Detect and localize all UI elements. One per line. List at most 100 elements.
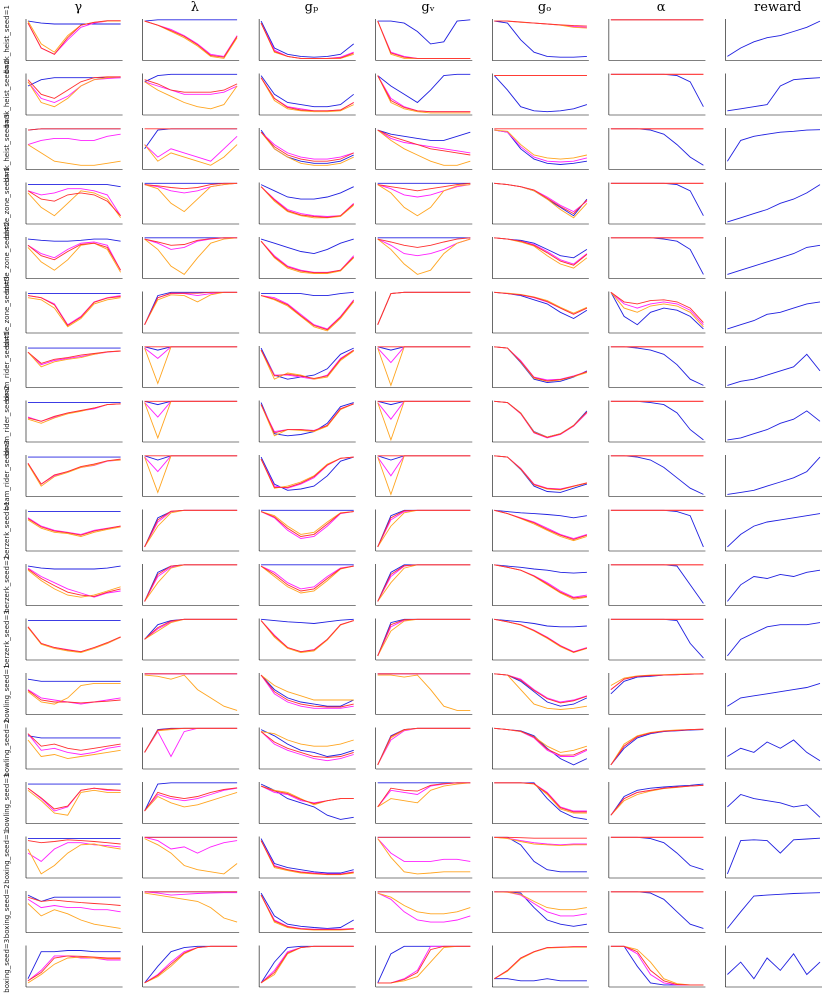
series-line xyxy=(377,182,471,192)
series-line xyxy=(27,190,121,217)
series-line xyxy=(610,673,704,695)
series-line xyxy=(610,73,704,107)
series-line xyxy=(377,727,471,766)
series-line xyxy=(144,346,238,359)
series-line xyxy=(377,291,471,325)
series-line xyxy=(260,22,354,59)
series-line xyxy=(144,782,238,812)
series-line xyxy=(144,674,238,711)
series-line xyxy=(610,182,704,216)
series-line xyxy=(377,346,471,387)
series-line xyxy=(27,898,121,913)
series-line xyxy=(494,673,588,704)
row-label: battle_zone_seed=1 xyxy=(3,167,11,238)
series-line xyxy=(260,785,354,804)
row-label: beam_rider_seed=1 xyxy=(3,331,11,401)
series-line xyxy=(260,731,354,758)
series-line xyxy=(260,511,354,539)
series-line xyxy=(144,400,238,406)
series-line xyxy=(27,350,121,366)
series-line xyxy=(494,509,588,539)
column-title: γ xyxy=(74,0,82,15)
series-line xyxy=(27,403,121,424)
row-label: beam_rider_seed=3 xyxy=(3,440,11,510)
series-line xyxy=(493,75,588,113)
series-line xyxy=(260,894,354,931)
series-line xyxy=(260,131,354,162)
series-line xyxy=(144,19,238,22)
series-line xyxy=(260,945,354,984)
column-title: α xyxy=(657,0,666,15)
series-line xyxy=(144,20,238,57)
series-line xyxy=(377,455,471,477)
series-line xyxy=(494,891,587,917)
series-line xyxy=(260,620,354,653)
series-line xyxy=(260,77,354,112)
series-line xyxy=(727,301,821,330)
series-line xyxy=(494,727,588,753)
series-line xyxy=(260,22,354,59)
series-line xyxy=(494,20,587,27)
series-line xyxy=(260,349,354,379)
series-line xyxy=(610,783,704,816)
series-line xyxy=(260,838,354,874)
series-line xyxy=(27,690,121,704)
series-line xyxy=(27,733,121,755)
series-line xyxy=(27,242,121,271)
series-line xyxy=(260,674,354,709)
series-line xyxy=(144,128,238,150)
series-line xyxy=(494,891,587,911)
series-line xyxy=(494,346,588,381)
series-line xyxy=(494,291,588,320)
series-line xyxy=(260,565,354,594)
row-label: beam_rider_seed=2 xyxy=(3,386,11,456)
series-line xyxy=(144,73,238,83)
series-line xyxy=(727,184,821,223)
series-line xyxy=(377,945,471,984)
series-line xyxy=(27,403,121,422)
series-line xyxy=(494,978,587,982)
series-line xyxy=(260,565,354,592)
series-line xyxy=(27,955,121,982)
series-line xyxy=(494,618,588,653)
series-line xyxy=(27,459,121,487)
series-line xyxy=(144,564,238,602)
series-line xyxy=(377,184,471,198)
series-line xyxy=(27,20,121,25)
series-line xyxy=(144,618,238,640)
series-line xyxy=(377,400,471,406)
series-line xyxy=(494,782,587,813)
series-line xyxy=(494,564,587,574)
series-line xyxy=(144,79,238,93)
series-line xyxy=(377,73,471,104)
series-line xyxy=(260,131,354,166)
series-line xyxy=(260,840,354,876)
series-line xyxy=(260,674,354,707)
series-line xyxy=(260,892,354,929)
series-line xyxy=(260,565,354,590)
series-line xyxy=(494,182,588,215)
series-line xyxy=(610,346,704,386)
series-line xyxy=(494,346,588,382)
series-line xyxy=(27,20,121,55)
series-line xyxy=(144,455,238,473)
series-line xyxy=(144,455,238,461)
series-line xyxy=(260,20,354,58)
series-line xyxy=(610,292,704,328)
series-line xyxy=(27,20,121,55)
row-label: battle_zone_seed=2 xyxy=(3,222,11,293)
series-line xyxy=(727,353,821,386)
series-line xyxy=(260,184,354,200)
series-line xyxy=(377,346,471,364)
series-line xyxy=(144,891,238,896)
series-line xyxy=(260,674,354,701)
series-line xyxy=(27,955,121,982)
series-line xyxy=(27,678,121,682)
series-line xyxy=(27,350,121,364)
series-line xyxy=(610,673,704,690)
series-line xyxy=(494,129,588,163)
series-line xyxy=(377,238,471,275)
column-title: gᵥ xyxy=(421,0,434,15)
series-line xyxy=(144,618,238,640)
series-line xyxy=(610,836,704,871)
